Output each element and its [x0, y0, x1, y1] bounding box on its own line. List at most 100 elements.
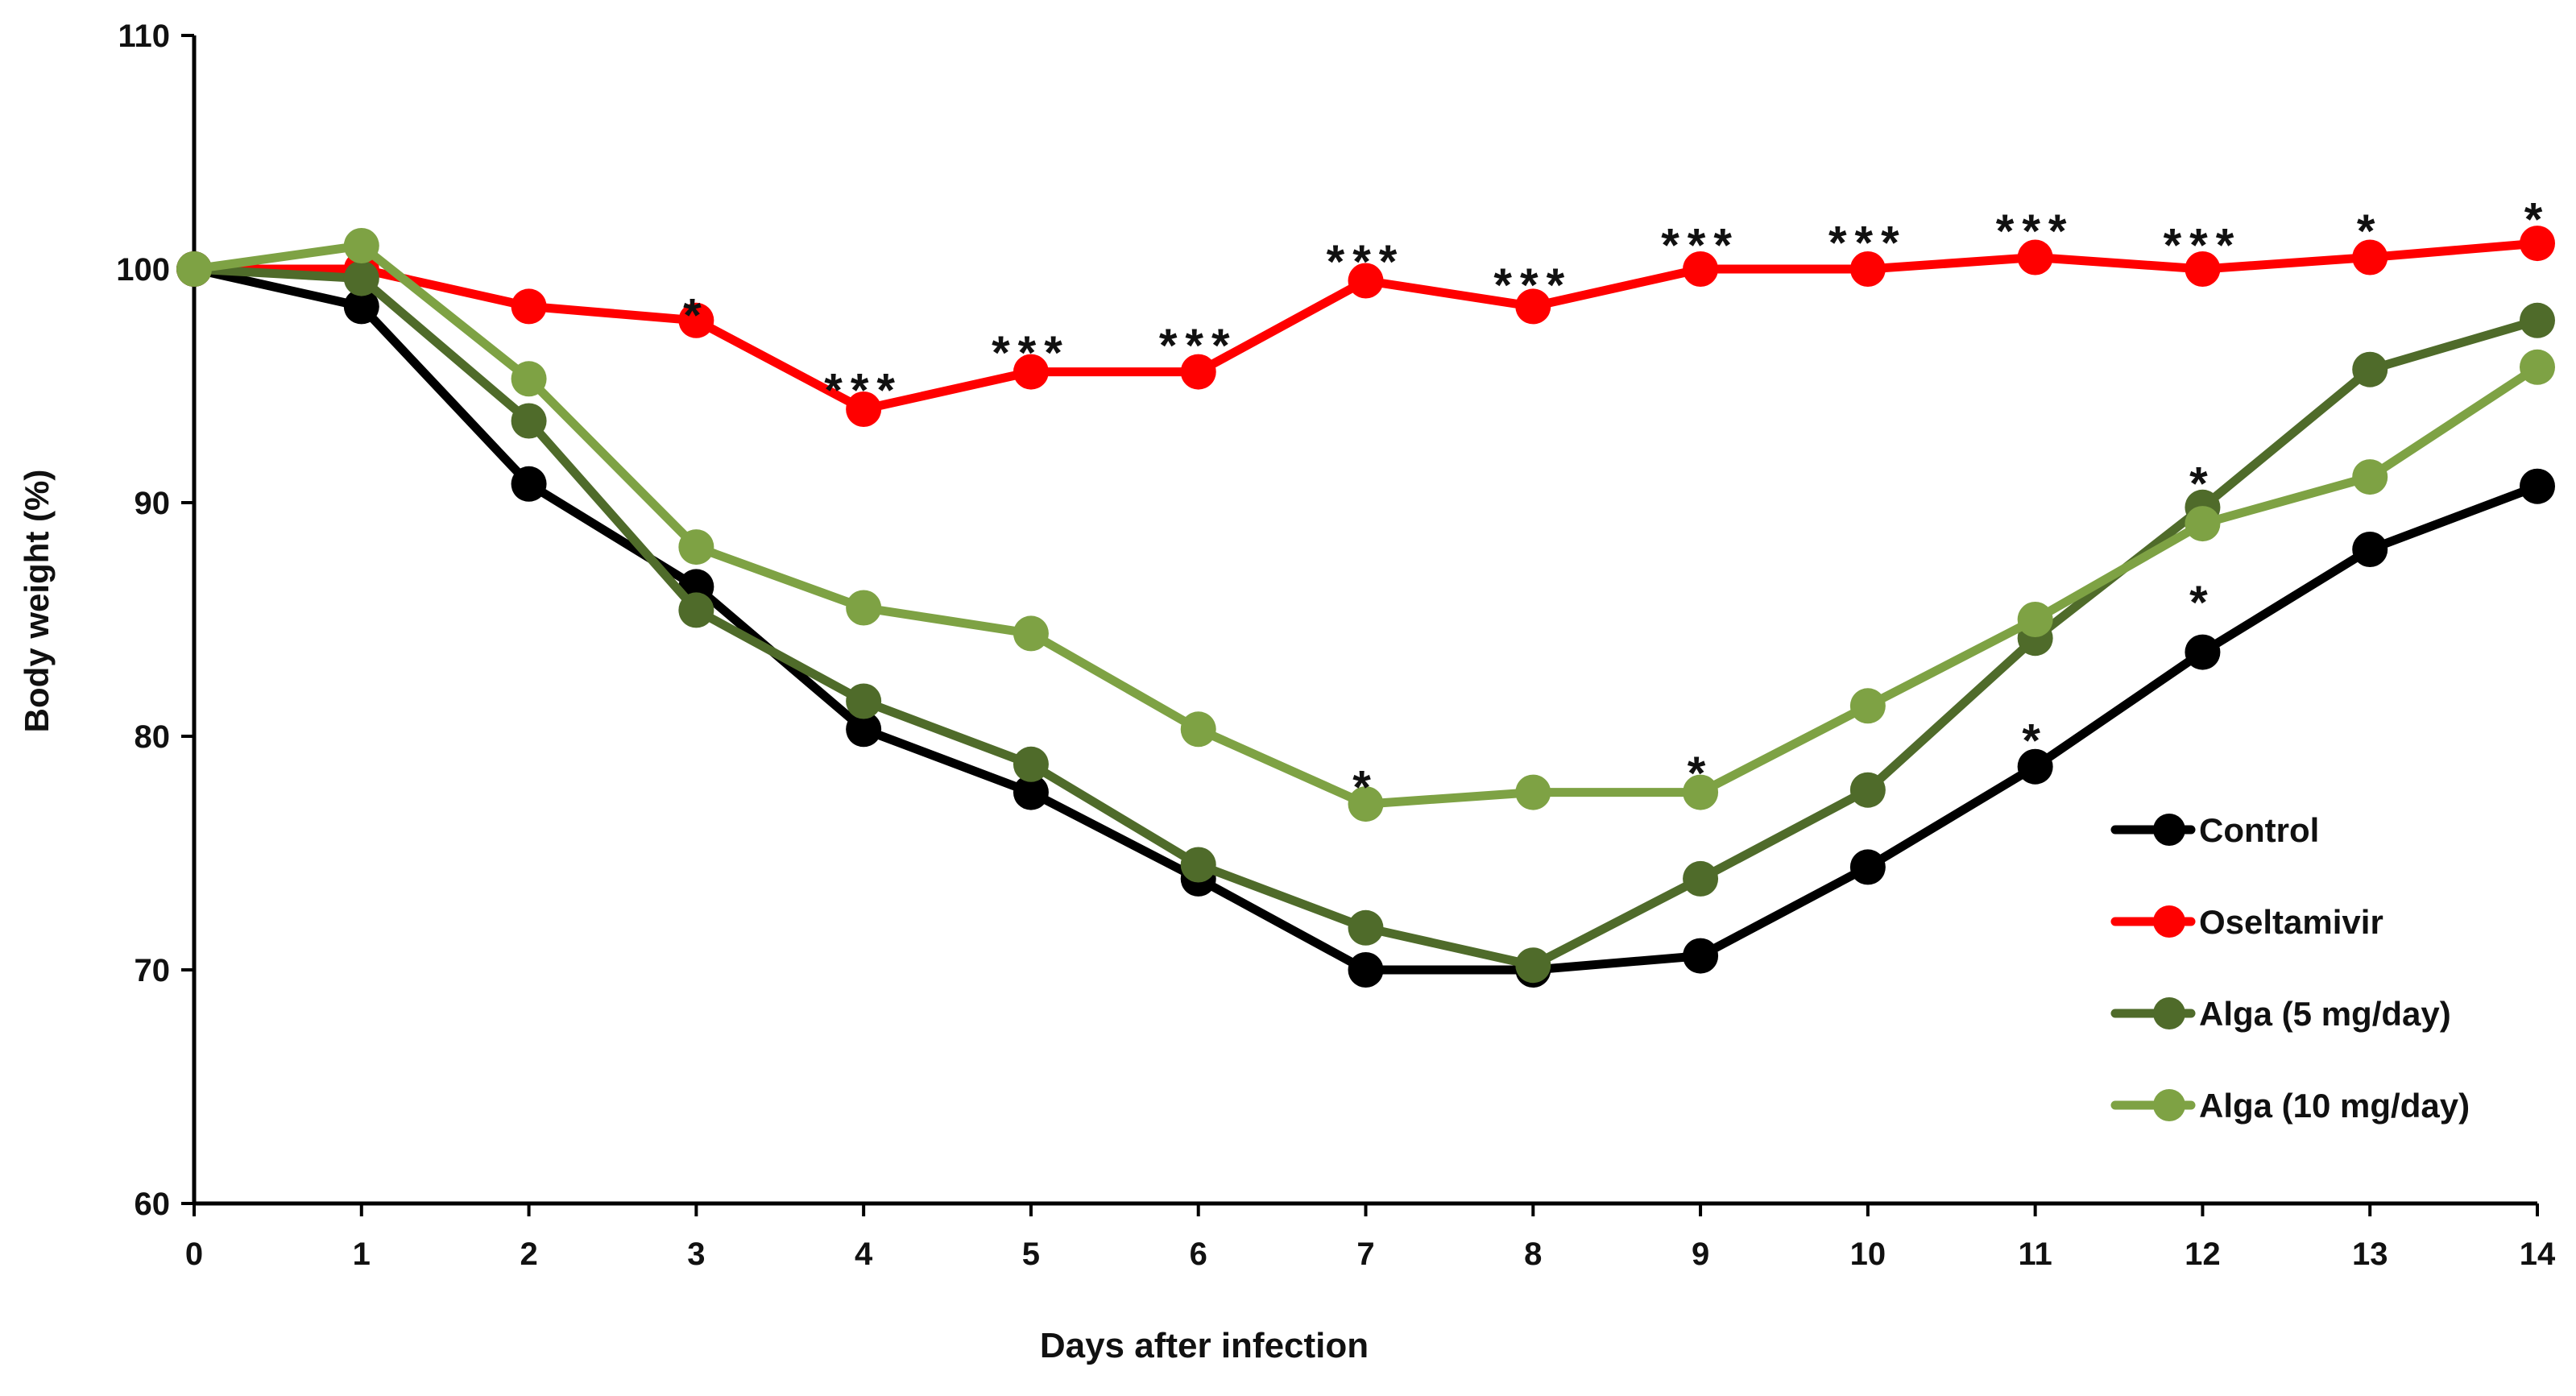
data-point — [1013, 354, 1049, 390]
data-point — [1013, 774, 1049, 810]
significance-marker: *** — [2164, 220, 2243, 272]
legend-swatch-marker — [2153, 814, 2185, 846]
x-tick-label: 8 — [1524, 1237, 1542, 1272]
legend-swatch-marker — [2153, 905, 2185, 938]
data-point — [1180, 847, 1216, 883]
data-point — [1515, 947, 1551, 984]
data-point — [2352, 351, 2388, 387]
data-point — [2017, 602, 2053, 637]
data-point — [2185, 634, 2221, 670]
x-tick-label: 4 — [855, 1237, 873, 1272]
x-tick-label: 5 — [1022, 1237, 1040, 1272]
significance-annotations: ******* ****** ****** *** *** *** * ** **** — [683, 194, 2551, 814]
y-tick-label: 110 — [118, 19, 170, 54]
x-tick-label: 13 — [2352, 1237, 2388, 1272]
data-point — [2520, 468, 2555, 504]
significance-marker: * — [2189, 577, 2216, 629]
x-tick-label: 9 — [1692, 1237, 1709, 1272]
data-point — [1348, 263, 1384, 299]
data-point — [846, 391, 882, 427]
y-tick-label: 90 — [135, 486, 171, 521]
significance-marker: * — [1688, 748, 1714, 800]
data-point — [2520, 349, 2555, 385]
y-tick-label: 80 — [135, 719, 171, 755]
significance-marker: * — [1352, 761, 1379, 814]
data-point — [176, 251, 212, 287]
data-point — [1683, 251, 1719, 287]
data-point — [2017, 239, 2053, 275]
significance-marker: *** — [1996, 205, 2075, 258]
y-tick-label: 70 — [135, 953, 171, 988]
data-point — [1849, 849, 1886, 885]
data-point — [2352, 459, 2388, 495]
x-tick-label: 7 — [1356, 1237, 1374, 1272]
data-point — [846, 683, 882, 719]
data-point — [1180, 711, 1216, 748]
x-tick-label: 1 — [353, 1237, 371, 1272]
significance-marker: *** — [992, 327, 1071, 379]
data-point — [1515, 774, 1551, 810]
data-point — [2352, 239, 2388, 275]
data-point — [1683, 938, 1719, 974]
legend-label: Alga (10 mg/day) — [2199, 1087, 2470, 1125]
significance-marker: * — [2189, 458, 2216, 510]
data-point — [1849, 251, 1886, 287]
data-point — [846, 590, 882, 626]
legend-swatch-marker — [2153, 1089, 2185, 1121]
data-point — [1515, 288, 1551, 325]
data-point — [343, 228, 379, 263]
y-tick-label: 100 — [116, 252, 170, 288]
data-point — [1348, 952, 1384, 988]
x-tick-label: 2 — [520, 1237, 537, 1272]
data-point — [1348, 909, 1384, 946]
data-point — [1180, 354, 1216, 390]
significance-marker: * — [2022, 715, 2048, 767]
significance-marker: * — [683, 290, 710, 342]
x-tick-label: 12 — [2185, 1237, 2221, 1272]
x-tick-label: 6 — [1190, 1237, 1207, 1272]
data-point — [2185, 251, 2221, 287]
data-point — [678, 302, 714, 338]
significance-marker: *** — [1828, 217, 1907, 270]
significance-marker: *** — [1493, 259, 1572, 312]
data-point — [678, 592, 714, 628]
x-axis-label: Days after infection — [1040, 1326, 1369, 1365]
data-point — [1348, 786, 1384, 822]
data-point — [343, 288, 379, 325]
x-tick-label: 11 — [2018, 1237, 2052, 1272]
data-point — [2520, 226, 2555, 262]
data-point — [846, 711, 882, 748]
x-tick-label: 10 — [1850, 1237, 1886, 1272]
data-point — [1849, 772, 1886, 808]
legend-label: Oseltamivir — [2199, 903, 2383, 941]
data-point — [511, 466, 547, 502]
y-tick-label: 60 — [135, 1187, 171, 1222]
significance-marker: *** — [824, 364, 903, 416]
legend-label: Alga (5 mg/day) — [2199, 995, 2451, 1033]
data-point — [1683, 774, 1719, 810]
data-point — [343, 260, 379, 296]
significance-marker: *** — [1159, 320, 1238, 372]
legend-label: Control — [2199, 811, 2319, 849]
y-axis-label: Body weight (%) — [18, 470, 56, 733]
data-point — [511, 361, 547, 397]
series-lines — [176, 226, 2555, 988]
data-point — [1683, 860, 1719, 897]
data-point — [511, 403, 547, 439]
significance-marker: * — [2357, 205, 2383, 258]
legend: Control Oseltamivir Alga (5 mg/day) Alga (1… — [2110, 811, 2470, 1125]
data-point — [1013, 746, 1049, 782]
significance-marker: *** — [1327, 236, 1406, 288]
legend-swatch-marker — [2153, 997, 2185, 1029]
data-point — [2185, 506, 2221, 542]
data-point — [511, 288, 547, 325]
data-point — [2352, 532, 2388, 567]
data-point — [1013, 615, 1049, 652]
x-tick-label: 3 — [687, 1237, 705, 1272]
significance-marker: * — [2524, 194, 2551, 246]
data-point — [2520, 302, 2555, 338]
data-point — [2017, 748, 2053, 785]
